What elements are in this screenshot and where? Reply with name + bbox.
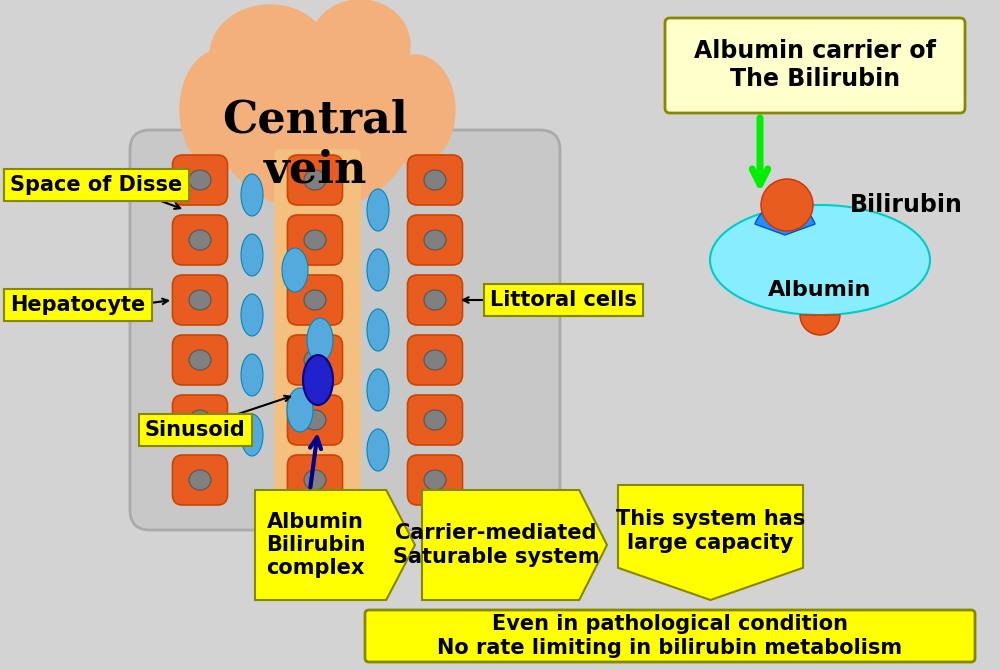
Ellipse shape bbox=[241, 414, 263, 456]
Ellipse shape bbox=[304, 230, 326, 250]
Polygon shape bbox=[255, 490, 415, 600]
Ellipse shape bbox=[761, 179, 813, 231]
Ellipse shape bbox=[310, 0, 410, 90]
FancyBboxPatch shape bbox=[288, 455, 342, 505]
Text: Albumin
Bilirubin
complex: Albumin Bilirubin complex bbox=[266, 512, 366, 578]
Ellipse shape bbox=[304, 290, 326, 310]
Ellipse shape bbox=[304, 470, 326, 490]
Ellipse shape bbox=[424, 350, 446, 370]
Ellipse shape bbox=[189, 350, 211, 370]
Ellipse shape bbox=[304, 350, 326, 370]
Ellipse shape bbox=[424, 290, 446, 310]
FancyBboxPatch shape bbox=[288, 215, 342, 265]
Ellipse shape bbox=[304, 170, 326, 190]
Ellipse shape bbox=[189, 230, 211, 250]
Text: Bilirubin: Bilirubin bbox=[850, 193, 963, 217]
Text: This system has
large capacity: This system has large capacity bbox=[616, 509, 805, 553]
FancyBboxPatch shape bbox=[288, 275, 342, 325]
Text: Sinusoid: Sinusoid bbox=[145, 420, 246, 440]
FancyBboxPatch shape bbox=[408, 275, 462, 325]
Ellipse shape bbox=[367, 249, 389, 291]
Polygon shape bbox=[422, 490, 607, 600]
Ellipse shape bbox=[241, 294, 263, 336]
FancyBboxPatch shape bbox=[408, 215, 462, 265]
Text: Even in pathological condition
No rate limiting in bilirubin metabolism: Even in pathological condition No rate l… bbox=[437, 614, 903, 657]
Ellipse shape bbox=[367, 369, 389, 411]
Text: Albumin carrier of
The Bilirubin: Albumin carrier of The Bilirubin bbox=[694, 39, 936, 91]
FancyBboxPatch shape bbox=[173, 455, 228, 505]
FancyBboxPatch shape bbox=[173, 155, 228, 205]
Ellipse shape bbox=[180, 50, 260, 170]
Ellipse shape bbox=[710, 205, 930, 315]
FancyBboxPatch shape bbox=[288, 335, 342, 385]
FancyBboxPatch shape bbox=[275, 150, 360, 510]
Wedge shape bbox=[755, 203, 815, 235]
FancyBboxPatch shape bbox=[130, 130, 560, 530]
Ellipse shape bbox=[270, 30, 360, 110]
Ellipse shape bbox=[424, 230, 446, 250]
Text: Central
vein: Central vein bbox=[222, 98, 408, 192]
FancyBboxPatch shape bbox=[173, 275, 228, 325]
Ellipse shape bbox=[189, 470, 211, 490]
Ellipse shape bbox=[189, 170, 211, 190]
Ellipse shape bbox=[307, 318, 333, 362]
Ellipse shape bbox=[287, 388, 313, 432]
Ellipse shape bbox=[210, 5, 330, 105]
Ellipse shape bbox=[424, 470, 446, 490]
FancyBboxPatch shape bbox=[173, 395, 228, 445]
Text: Carrier-mediated
Saturable system: Carrier-mediated Saturable system bbox=[393, 523, 599, 567]
Ellipse shape bbox=[367, 429, 389, 471]
FancyBboxPatch shape bbox=[408, 335, 462, 385]
FancyBboxPatch shape bbox=[408, 155, 462, 205]
Text: Littoral cells: Littoral cells bbox=[490, 290, 637, 310]
FancyBboxPatch shape bbox=[173, 335, 228, 385]
Polygon shape bbox=[618, 485, 803, 600]
Ellipse shape bbox=[282, 248, 308, 292]
Text: Hepatocyte: Hepatocyte bbox=[10, 295, 145, 315]
Ellipse shape bbox=[303, 355, 333, 405]
Ellipse shape bbox=[375, 55, 455, 165]
Ellipse shape bbox=[424, 170, 446, 190]
FancyBboxPatch shape bbox=[288, 395, 342, 445]
Ellipse shape bbox=[304, 410, 326, 430]
Ellipse shape bbox=[241, 174, 263, 216]
FancyBboxPatch shape bbox=[173, 215, 228, 265]
Text: Space of Disse: Space of Disse bbox=[10, 175, 182, 195]
Ellipse shape bbox=[367, 309, 389, 351]
Wedge shape bbox=[800, 315, 840, 335]
Ellipse shape bbox=[367, 189, 389, 231]
Ellipse shape bbox=[241, 234, 263, 276]
Ellipse shape bbox=[189, 290, 211, 310]
Ellipse shape bbox=[424, 410, 446, 430]
FancyBboxPatch shape bbox=[288, 155, 342, 205]
Ellipse shape bbox=[215, 30, 415, 210]
FancyBboxPatch shape bbox=[408, 395, 462, 445]
FancyBboxPatch shape bbox=[408, 455, 462, 505]
FancyBboxPatch shape bbox=[665, 18, 965, 113]
Text: Albumin: Albumin bbox=[768, 280, 872, 300]
FancyBboxPatch shape bbox=[365, 610, 975, 662]
Ellipse shape bbox=[241, 354, 263, 396]
Ellipse shape bbox=[189, 410, 211, 430]
